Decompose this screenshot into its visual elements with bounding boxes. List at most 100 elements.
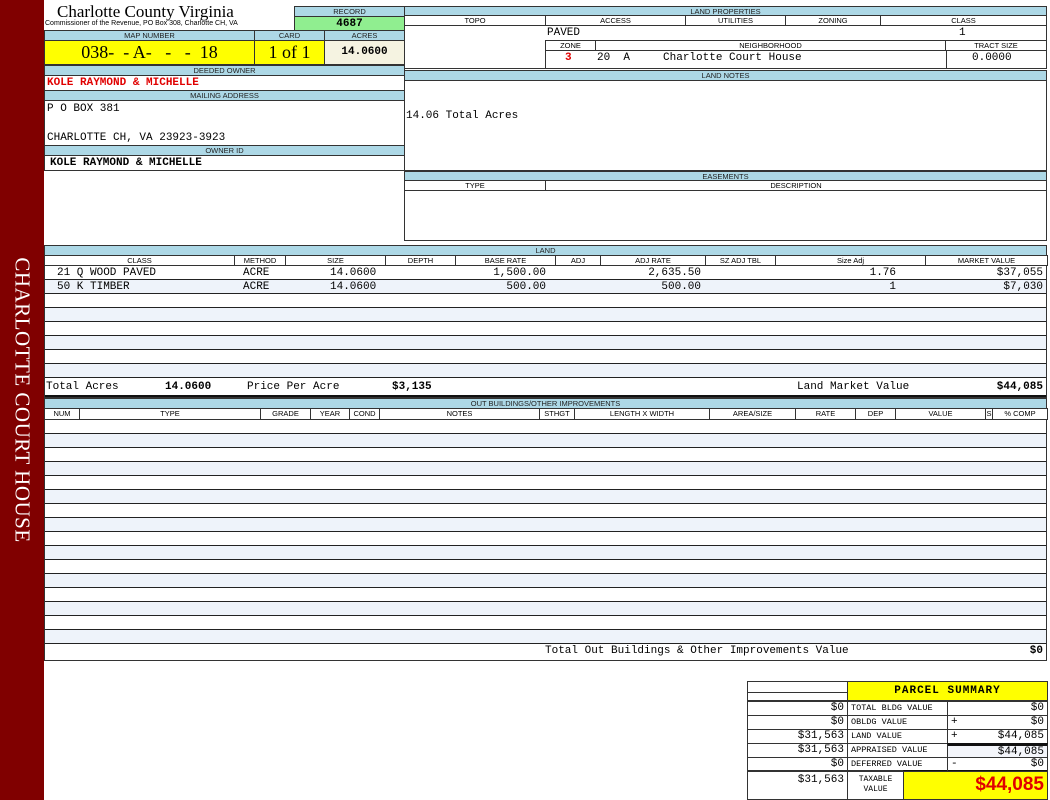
land-size-adj: 1.76	[869, 267, 896, 279]
outbuildings-column-header: GRADE	[260, 408, 311, 420]
summary-value: $0	[1030, 702, 1044, 714]
table-row	[45, 630, 1046, 644]
land-adj-rate: 500.00	[661, 281, 701, 293]
summary-value-cell: $0	[947, 701, 1048, 716]
table-row	[45, 308, 1046, 322]
deeded-owner: KOLE RAYMOND & MICHELLE	[44, 75, 405, 91]
summary-label: TOTAL BLDG VALUE	[847, 701, 948, 716]
summary-label: OBLDG VALUE	[847, 715, 948, 730]
outbuildings-column-header: DEP	[855, 408, 896, 420]
land-column-header: METHOD	[234, 255, 286, 266]
table-row	[45, 560, 1046, 574]
table-row: 21 Q WOOD PAVED ACRE 14.0600 1,500.00 2,…	[45, 266, 1046, 280]
land-notes-text: 14.06 Total Acres	[406, 110, 519, 122]
summary-value-cell: - $0	[947, 757, 1048, 772]
table-row	[45, 336, 1046, 350]
outbuildings-column-header: LENGTH X WIDTH	[574, 408, 710, 420]
tract-size-value: 0.0000	[972, 52, 1012, 64]
land-class: 50 K TIMBER	[57, 281, 130, 293]
land-column-header: MARKET VALUE	[925, 255, 1048, 266]
outbuildings-column-header: TYPE	[79, 408, 261, 420]
outbuildings-column-header: COND	[349, 408, 380, 420]
access-value: PAVED	[547, 27, 581, 39]
land-method: ACRE	[243, 267, 270, 279]
summary-operator: -	[951, 758, 958, 770]
table-row	[45, 322, 1046, 336]
outbuildings-column-header: YEAR	[310, 408, 350, 420]
summary-value-cell: + $0	[947, 715, 1048, 730]
outbuildings-column-header: NOTES	[379, 408, 540, 420]
neighborhood-value: 20 A Charlotte Court House	[597, 52, 802, 64]
summary-prior-value: $31,563	[747, 743, 848, 758]
table-row	[45, 462, 1046, 476]
map-number: 038- - A- - - 18	[44, 40, 255, 65]
total-acres: 14.0600	[165, 381, 212, 393]
summary-value: $0	[1030, 716, 1044, 728]
land-base-rate: 1,500.00	[493, 267, 546, 279]
summary-value: $0	[1030, 758, 1044, 770]
land-column-header: ADJ	[555, 255, 601, 266]
record-number: 4687	[294, 16, 405, 31]
land-size-adj: 1	[889, 281, 896, 293]
outbuildings-column-header: % COMP	[992, 408, 1048, 420]
table-row	[45, 532, 1046, 546]
table-row	[45, 504, 1046, 518]
land-size: 14.0600	[330, 281, 377, 293]
summary-prior-value: $0	[747, 701, 848, 716]
taxable-value: $44,085	[903, 770, 1048, 800]
land-market-value-label: Land Market Value	[797, 381, 910, 393]
summary-value: $44,085	[997, 746, 1044, 758]
page-title: Charlotte County Virginia	[57, 2, 234, 21]
price-per-acre: $3,135	[392, 381, 432, 393]
easements-body	[404, 190, 1047, 241]
total-acres-label: Total Acres	[46, 381, 119, 393]
outbuildings-total: $0	[1029, 645, 1043, 657]
outbuildings-column-header: STHGT	[539, 408, 575, 420]
table-row	[45, 364, 1046, 378]
outbuildings-column-header: NUM	[44, 408, 80, 420]
table-row	[45, 420, 1046, 434]
parcel-summary-title: PARCEL SUMMARY	[847, 681, 1048, 701]
summary-label: APPRAISED VALUE	[847, 743, 948, 758]
outbuildings-column-header: RATE	[795, 408, 856, 420]
table-row	[45, 294, 1046, 308]
card-number: 1 of 1	[254, 40, 325, 65]
table-row	[45, 490, 1046, 504]
table-row	[45, 588, 1046, 602]
summary-prior-value: $0	[747, 715, 848, 730]
table-row	[45, 574, 1046, 588]
table-row	[45, 476, 1046, 490]
land-size: 14.0600	[330, 267, 377, 279]
table-row	[45, 518, 1046, 532]
summary-operator: +	[951, 716, 958, 728]
land-class: 21 Q WOOD PAVED	[57, 267, 157, 279]
summary-label: DEFERRED VALUE	[847, 757, 948, 772]
land-column-header: SZ ADJ TBL	[705, 255, 776, 266]
land-column-header: CLASS	[44, 255, 235, 266]
land-adj-rate: 2,635.50	[648, 267, 701, 279]
summary-value-cell: $44,085	[947, 743, 1048, 758]
outbuildings-column-header: AREA/SIZE	[709, 408, 796, 420]
land-market-value: $37,055	[996, 267, 1043, 279]
mailing-address: P O BOX 381 CHARLOTTE CH, VA 23923-3923	[44, 100, 405, 146]
summary-value: $44,085	[997, 730, 1044, 742]
outbuildings-column-header: VALUE	[895, 408, 986, 420]
land-column-header: Size Adj	[775, 255, 926, 266]
table-row	[45, 350, 1046, 364]
acres-value: 14.0600	[324, 40, 405, 65]
land-column-header: DEPTH	[385, 255, 456, 266]
sidebar: CHARLOTTE COURT HOUSE	[0, 0, 44, 800]
table-row	[45, 616, 1046, 630]
taxable-label: TAXABLE VALUE	[847, 770, 904, 800]
land-notes: 14.06 Total Acres	[404, 80, 1047, 171]
sidebar-label: CHARLOTTE COURT HOUSE	[10, 257, 35, 543]
zone-value: 3	[565, 52, 572, 64]
land-column-header: SIZE	[285, 255, 386, 266]
address-line-1: P O BOX 381	[47, 103, 120, 115]
summary-prior-value: $31,563	[747, 729, 848, 744]
land-market-value: $7,030	[1003, 281, 1043, 293]
table-row	[45, 602, 1046, 616]
outbuildings-total-label: Total Out Buildings & Other Improvements…	[545, 645, 849, 657]
land-market-value-total: $44,085	[996, 381, 1043, 393]
land-column-header: BASE RATE	[455, 255, 556, 266]
